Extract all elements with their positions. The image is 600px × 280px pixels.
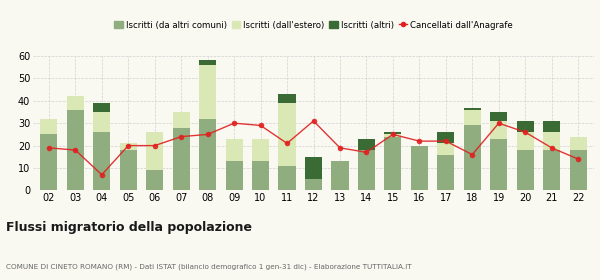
Bar [384,132,401,134]
Bar [278,103,296,166]
Bar [437,143,454,155]
Bar [226,161,243,190]
Bar [517,121,534,132]
Text: Flussi migratorio della popolazione: Flussi migratorio della popolazione [6,221,252,234]
Bar [226,139,243,161]
Bar [252,161,269,190]
Bar [517,150,534,190]
Bar [543,132,560,150]
Bar [119,150,137,190]
Bar [93,112,110,132]
Bar [199,119,216,190]
Bar [569,137,587,150]
Bar [252,139,269,161]
Bar [411,146,428,190]
Bar [305,157,322,179]
Bar [146,132,163,170]
Bar [40,134,58,190]
Bar [490,112,508,121]
Bar [437,155,454,190]
Bar [119,143,137,150]
Bar [569,150,587,190]
Bar [543,121,560,132]
Bar [199,60,216,65]
Bar [173,112,190,128]
Bar [305,179,322,190]
Bar [146,170,163,190]
Bar [437,132,454,143]
Bar [464,125,481,190]
Bar [278,94,296,103]
Bar [67,110,84,190]
Bar [67,96,84,110]
Bar [358,150,375,190]
Bar [358,139,375,150]
Bar [384,134,401,137]
Bar [40,119,58,134]
Bar [517,132,534,150]
Bar [490,139,508,190]
Bar [93,103,110,112]
Text: COMUNE DI CINETO ROMANO (RM) - Dati ISTAT (bilancio demografico 1 gen-31 dic) - : COMUNE DI CINETO ROMANO (RM) - Dati ISTA… [6,264,412,270]
Bar [173,128,190,190]
Bar [278,166,296,190]
Bar [490,121,508,139]
Bar [464,108,481,110]
Bar [331,161,349,190]
Bar [93,132,110,190]
Bar [543,150,560,190]
Legend: Iscritti (da altri comuni), Iscritti (dall'estero), Iscritti (altri), Cancellati: Iscritti (da altri comuni), Iscritti (da… [111,17,516,33]
Bar [464,110,481,125]
Bar [199,65,216,119]
Bar [384,137,401,190]
